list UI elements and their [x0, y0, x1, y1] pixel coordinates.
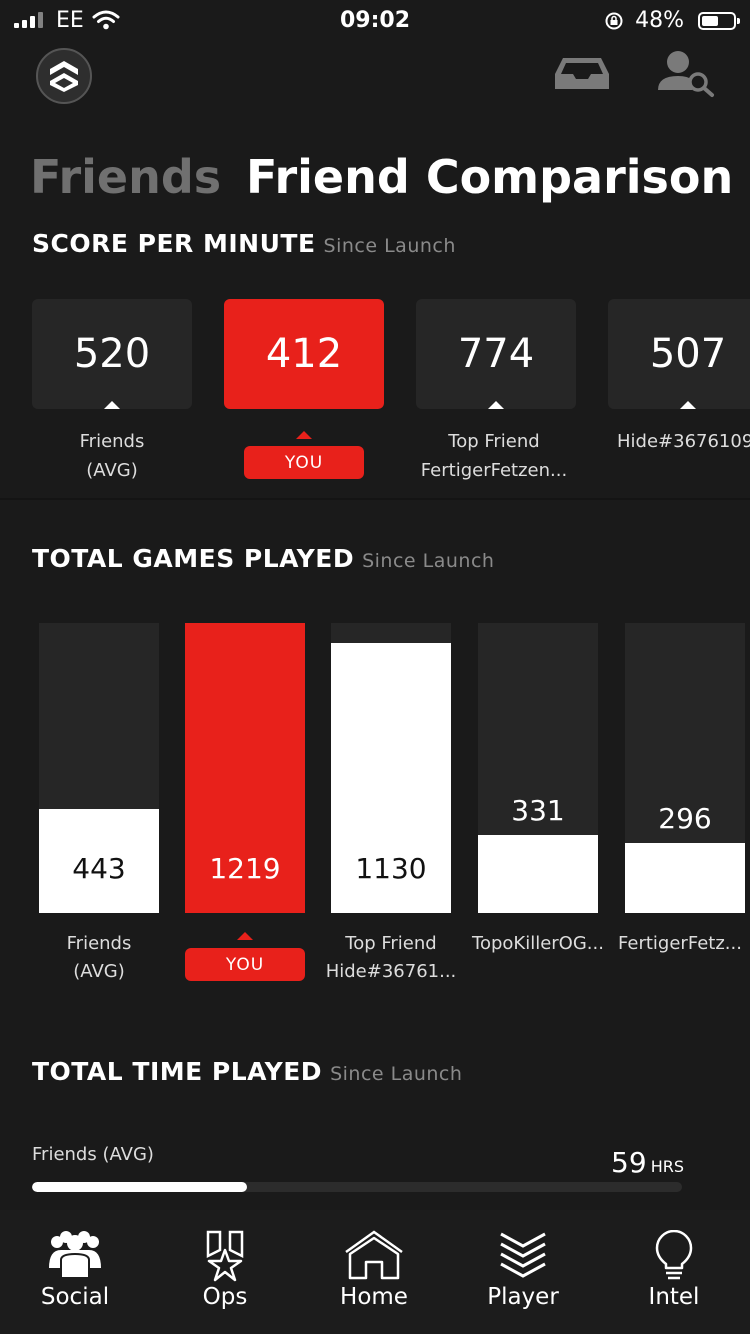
card-pointer: [104, 401, 120, 409]
bar-label: TopoKillerOG...: [472, 933, 604, 954]
card-pointer: [488, 401, 504, 409]
section-divider: [0, 498, 750, 500]
time-row-value: 59 HRS: [611, 1146, 684, 1179]
status-time: 09:02: [339, 8, 411, 33]
bar-fill: [478, 835, 598, 913]
nav-player[interactable]: Player: [448, 1226, 598, 1310]
score-per-minute-heading: SCORE PER MINUTE Since Launch: [32, 229, 456, 258]
nav-label: Social: [40, 1284, 110, 1310]
status-bar: EE 09:02 48%: [0, 0, 750, 44]
time-row-label: Friends (AVG): [32, 1144, 154, 1165]
bar-value: 1130: [355, 852, 427, 885]
time-progress-fill: [32, 1182, 247, 1192]
wifi-icon: [92, 10, 120, 30]
score-value: 412: [265, 331, 343, 377]
bar-fill: [331, 643, 451, 913]
section-subtitle: Since Launch: [323, 235, 456, 257]
bottom-nav: Social Ops Home P: [0, 1210, 750, 1334]
nav-social[interactable]: Social: [0, 1226, 150, 1310]
score-value: 774: [457, 331, 535, 377]
games-bar[interactable]: 296: [625, 623, 745, 913]
nav-label: Ops: [202, 1284, 248, 1310]
tab-friends[interactable]: Friends: [30, 150, 222, 204]
card-label: Hide#3676109: [617, 431, 750, 452]
bar-fill: [39, 809, 159, 913]
section-title: TOTAL GAMES PLAYED: [32, 544, 355, 573]
bar-fill: [185, 623, 305, 913]
total-time-heading: TOTAL TIME PLAYED Since Launch: [32, 1057, 462, 1086]
social-icon: [49, 1231, 101, 1279]
player-icon: [500, 1232, 546, 1278]
search-user-icon[interactable]: [656, 48, 716, 98]
tab-friend-comparison[interactable]: Friend Comparison: [246, 150, 734, 204]
battery-icon: [698, 12, 740, 30]
you-badge: YOU: [244, 446, 364, 479]
battery-percentage: 48%: [635, 8, 684, 33]
bar-value: 1219: [209, 852, 281, 885]
nav-home[interactable]: Home: [299, 1226, 449, 1310]
card-label: Top Friend FertigerFetzen...: [420, 431, 568, 481]
total-games-heading: TOTAL GAMES PLAYED Since Launch: [32, 544, 494, 573]
games-bar[interactable]: 331: [478, 623, 598, 913]
app-logo-button[interactable]: [36, 48, 92, 104]
inbox-icon[interactable]: [553, 56, 611, 92]
signal-icon: [14, 12, 43, 28]
nav-label: Intel: [648, 1284, 700, 1310]
home-icon: [345, 1230, 403, 1280]
games-bar-you[interactable]: 1219: [185, 623, 305, 913]
score-card[interactable]: 520: [32, 299, 192, 409]
bar-value: 296: [658, 802, 712, 835]
nav-ops[interactable]: Ops: [150, 1226, 300, 1310]
score-value: 520: [73, 331, 151, 377]
bar-label: Friends (AVG): [66, 933, 132, 982]
time-progress-bar: [32, 1182, 682, 1192]
score-card[interactable]: 774: [416, 299, 576, 409]
section-subtitle: Since Launch: [330, 1063, 463, 1085]
games-bar[interactable]: 1130: [331, 623, 451, 913]
ops-icon: [206, 1230, 244, 1282]
score-card-you[interactable]: 412: [224, 299, 384, 409]
you-badge-pointer: [237, 932, 253, 940]
bar-label: FertigerFetz...: [618, 933, 742, 954]
section-title: SCORE PER MINUTE: [32, 229, 316, 258]
nav-label: Home: [340, 1284, 408, 1310]
bar-value: 443: [72, 852, 126, 885]
you-badge: YOU: [185, 948, 305, 981]
section-subtitle: Since Launch: [362, 550, 495, 572]
score-value: 507: [649, 331, 727, 377]
bar-value: 331: [511, 794, 565, 827]
bar-fill: [625, 843, 745, 913]
carrier-label: EE: [56, 8, 84, 33]
you-badge-pointer: [296, 431, 312, 439]
score-card[interactable]: 507: [608, 299, 750, 409]
nav-label: Player: [487, 1284, 559, 1310]
intel-icon: [655, 1230, 693, 1280]
rotation-lock-icon: [605, 12, 623, 30]
card-label: Friends (AVG): [79, 431, 145, 481]
bar-label: Top Friend Hide#36761...: [325, 933, 457, 982]
games-bar[interactable]: 443: [39, 623, 159, 913]
logo-icon: [50, 61, 78, 92]
card-pointer: [680, 401, 696, 409]
nav-intel[interactable]: Intel: [599, 1226, 749, 1310]
section-title: TOTAL TIME PLAYED: [32, 1057, 323, 1086]
